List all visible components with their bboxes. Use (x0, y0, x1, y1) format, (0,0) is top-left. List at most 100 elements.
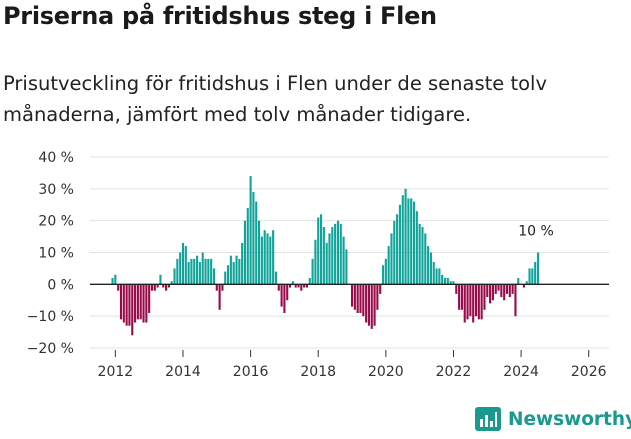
bar (142, 284, 145, 323)
bar (522, 284, 525, 288)
bar (370, 284, 373, 329)
bar (429, 252, 432, 285)
bar (260, 236, 263, 285)
bar (396, 214, 399, 285)
bar (187, 262, 190, 285)
bar (421, 227, 424, 285)
bar (469, 284, 472, 317)
bar (249, 176, 252, 285)
bar (404, 188, 407, 285)
bar (136, 284, 139, 320)
bar (489, 284, 492, 304)
bar (511, 284, 514, 294)
bar (300, 284, 303, 291)
bar (517, 277, 520, 285)
y-tick-label: 0 % (47, 277, 74, 293)
bar (328, 233, 331, 285)
bar (179, 252, 182, 285)
x-axis-ticks: 2012 2014 2016 2018 2020 2022 2024 2026 (98, 350, 607, 380)
bar (241, 242, 244, 285)
x-tick-label: 2022 (436, 364, 472, 380)
bar (452, 281, 455, 285)
x-tick-label: 2012 (98, 364, 134, 380)
bar (283, 284, 286, 313)
bar (277, 284, 280, 291)
bar (145, 284, 148, 323)
bar (486, 284, 489, 298)
bar (412, 201, 416, 285)
bar (229, 255, 232, 285)
bar (181, 242, 185, 285)
newsworthy-chart-icon (475, 407, 501, 431)
bar (139, 284, 142, 320)
bar (167, 284, 170, 288)
bar (198, 262, 201, 285)
bar (376, 284, 379, 310)
bar (460, 284, 463, 310)
bar (500, 284, 503, 298)
chart-subtitle: Prisutveckling för fritidshus i Flen und… (3, 72, 548, 126)
bar (483, 284, 486, 310)
x-tick-label: 2014 (165, 364, 201, 380)
bar (345, 249, 348, 285)
bar (458, 284, 461, 310)
bar (342, 236, 345, 285)
bar (387, 246, 390, 285)
bar (446, 277, 449, 285)
y-tick-label: 30 % (38, 182, 74, 198)
bar (418, 223, 421, 285)
bar (505, 284, 509, 294)
bar (339, 223, 342, 285)
bar (390, 233, 393, 285)
bar (319, 214, 323, 285)
bar (466, 284, 469, 320)
bar (255, 201, 258, 285)
x-tick-label: 2024 (503, 364, 539, 380)
bar (365, 284, 368, 323)
bar (317, 217, 320, 285)
bar (258, 220, 261, 285)
bar (117, 284, 120, 291)
bar (148, 284, 151, 313)
bar (227, 265, 230, 285)
bar-chart: 40 %30 %20 %10 %0 %−10 %−20 % 2012 2014 20… (27, 150, 609, 380)
bar (218, 284, 221, 310)
bar (424, 233, 427, 285)
bar (398, 204, 401, 285)
bar (525, 281, 528, 285)
annotation-label: 10 % (518, 224, 554, 240)
bar (393, 220, 396, 285)
bar (297, 284, 300, 288)
bar (162, 284, 165, 288)
annotations: 10 % (518, 224, 554, 240)
bar (336, 220, 339, 285)
x-tick-label: 2026 (571, 364, 607, 380)
bar (508, 284, 511, 298)
newsworthy-logo[interactable]: Newsworthy (475, 406, 631, 438)
bar (215, 284, 218, 291)
bar (514, 284, 517, 317)
bar (443, 277, 447, 285)
bar (407, 198, 410, 285)
bar (472, 284, 475, 323)
bar (190, 258, 193, 285)
bar (156, 284, 159, 288)
y-tick-label: 20 % (38, 214, 74, 230)
bar (150, 284, 154, 291)
bar (427, 246, 430, 285)
bar (274, 271, 278, 285)
bar (114, 274, 117, 285)
gridlines (90, 156, 609, 349)
bar (119, 284, 123, 320)
bar (212, 268, 216, 285)
bar (246, 207, 249, 285)
bar (294, 284, 297, 288)
bar (280, 284, 283, 307)
x-tick-label: 2020 (368, 364, 404, 380)
bar (201, 252, 204, 285)
y-tick-label: 10 % (38, 246, 74, 262)
bar (494, 284, 497, 294)
bar (128, 284, 131, 326)
bar (359, 284, 362, 313)
bar (272, 230, 275, 285)
